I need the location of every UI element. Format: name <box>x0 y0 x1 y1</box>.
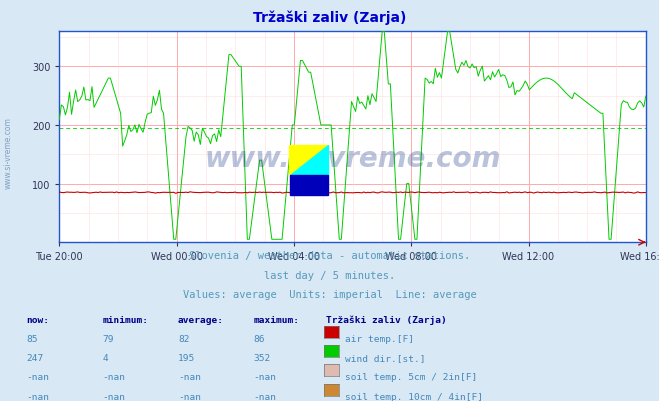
Text: average:: average: <box>178 315 224 324</box>
Text: Slovenia / weather data - automatic stations.: Slovenia / weather data - automatic stat… <box>189 251 470 261</box>
Text: 4: 4 <box>102 353 108 362</box>
Text: now:: now: <box>26 315 49 324</box>
Text: 247: 247 <box>26 353 43 362</box>
Text: www.si-vreme.com: www.si-vreme.com <box>3 117 13 188</box>
Text: -nan: -nan <box>26 392 49 401</box>
Text: 352: 352 <box>254 353 271 362</box>
Text: -nan: -nan <box>102 392 125 401</box>
Text: -nan: -nan <box>178 373 201 381</box>
Polygon shape <box>289 175 328 196</box>
Text: www.si-vreme.com: www.si-vreme.com <box>204 144 501 172</box>
Text: soil temp. 10cm / 4in[F]: soil temp. 10cm / 4in[F] <box>345 392 482 401</box>
Text: -nan: -nan <box>26 373 49 381</box>
Text: -nan: -nan <box>102 373 125 381</box>
Text: last day / 5 minutes.: last day / 5 minutes. <box>264 270 395 280</box>
Text: wind dir.[st.]: wind dir.[st.] <box>345 353 425 362</box>
Text: 82: 82 <box>178 334 189 343</box>
Text: 85: 85 <box>26 334 38 343</box>
Text: -nan: -nan <box>178 392 201 401</box>
Text: 195: 195 <box>178 353 195 362</box>
Text: Tržaški zaliv (Zarja): Tržaški zaliv (Zarja) <box>253 10 406 24</box>
Text: air temp.[F]: air temp.[F] <box>345 334 414 343</box>
Text: maximum:: maximum: <box>254 315 300 324</box>
Text: -nan: -nan <box>254 373 277 381</box>
Polygon shape <box>289 146 328 175</box>
Text: 86: 86 <box>254 334 265 343</box>
Polygon shape <box>289 146 328 175</box>
Text: Tržaški zaliv (Zarja): Tržaški zaliv (Zarja) <box>326 315 447 324</box>
Text: 79: 79 <box>102 334 113 343</box>
Text: Values: average  Units: imperial  Line: average: Values: average Units: imperial Line: av… <box>183 289 476 299</box>
Text: -nan: -nan <box>254 392 277 401</box>
Text: minimum:: minimum: <box>102 315 148 324</box>
Text: soil temp. 5cm / 2in[F]: soil temp. 5cm / 2in[F] <box>345 373 477 381</box>
